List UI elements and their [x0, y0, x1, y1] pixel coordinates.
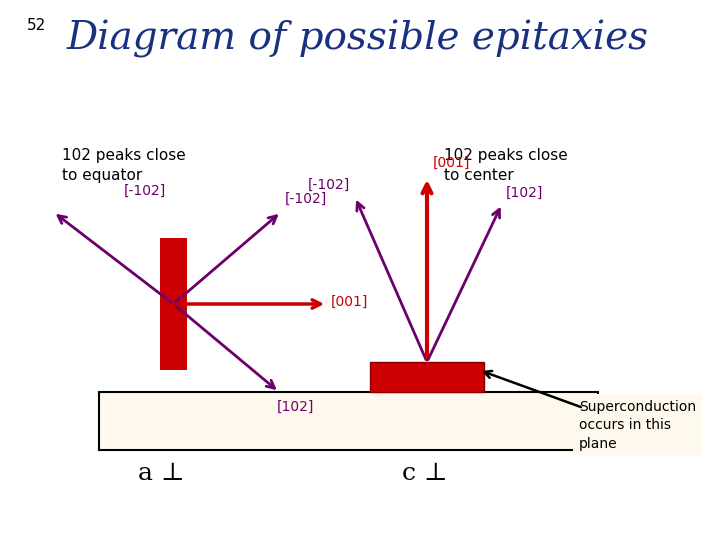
- Text: Diagram of possible epitaxies: Diagram of possible epitaxies: [67, 20, 649, 58]
- Text: [001]: [001]: [433, 156, 470, 170]
- Text: [001]: [001]: [331, 295, 369, 309]
- Text: [-102]: [-102]: [308, 178, 350, 192]
- Bar: [99, 392, 598, 450]
- Text: 102 peaks close
to equator: 102 peaks close to equator: [62, 148, 186, 183]
- Text: Superconduction
occurs in this
plane: Superconduction occurs in this plane: [579, 400, 696, 451]
- Text: [102]: [102]: [505, 186, 543, 200]
- Text: a ⊥: a ⊥: [138, 462, 184, 485]
- Text: [-102]: [-102]: [285, 192, 327, 206]
- Text: [-102]: [-102]: [124, 184, 166, 198]
- Bar: [370, 362, 484, 392]
- Text: [102]: [102]: [277, 400, 315, 414]
- Text: 52: 52: [27, 18, 46, 33]
- Text: c ⊥: c ⊥: [402, 462, 448, 485]
- Bar: [160, 238, 187, 370]
- Text: 102 peaks close
to center: 102 peaks close to center: [444, 148, 568, 183]
